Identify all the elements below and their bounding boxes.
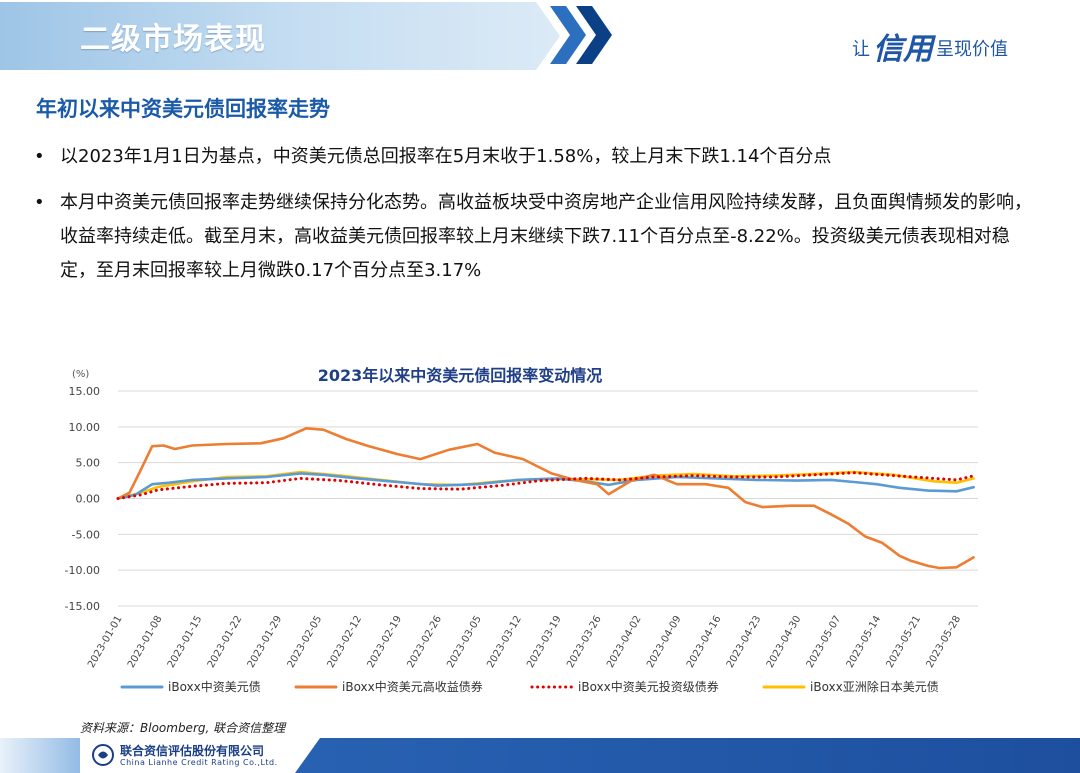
- x-tick-label: 2023-04-23: [725, 614, 764, 670]
- bullet-list: • 以2023年1月1日为基点，中资美元债总回报率在5月末收于1.58%，较上月…: [34, 140, 1034, 300]
- company-name-en: China Lianhe Credit Rating Co.,Ltd.: [120, 758, 278, 767]
- bullet-marker: •: [34, 192, 45, 213]
- bullet-text: 以2023年1月1日为基点，中资美元债总回报率在5月末收于1.58%，较上月末下…: [60, 146, 832, 167]
- x-tick-label: 2023-03-12: [485, 614, 524, 670]
- footer-logo-area: [80, 738, 320, 773]
- x-tick-label: 2023-05-07: [805, 614, 844, 670]
- x-tick-label: 2023-03-05: [445, 614, 484, 670]
- slide-title: 年初以来中资美元债回报率走势: [36, 97, 330, 121]
- company-name: 联合资信评估股份有限公司: [120, 744, 265, 758]
- y-tick-label: -10.00: [65, 564, 100, 577]
- line-chart: 2023年以来中资美元债回报率变动情况 (%) 15.00 10.00 5.00 0.00…: [65, 366, 978, 694]
- chevron-right-icon: [576, 6, 612, 64]
- chart-title: 2023年以来中资美元债回报率变动情况: [318, 366, 603, 385]
- source-note: 资料来源：Bloomberg, 联合资信整理: [80, 721, 286, 735]
- slogan-suffix: 呈现价值: [936, 39, 1008, 60]
- x-tick-label: 2023-02-26: [405, 614, 444, 670]
- series-line: [116, 472, 975, 500]
- y-tick-label: -5.00: [72, 528, 100, 541]
- x-tick-label: 2023-05-28: [925, 614, 964, 670]
- legend-label: iBoxx中资美元投资级债券: [578, 679, 719, 694]
- y-tick-label: 0.00: [76, 493, 101, 506]
- slogan-prefix: 让: [852, 39, 870, 60]
- x-tick-label: 2023-04-02: [605, 614, 644, 670]
- y-axis-unit: (%): [72, 369, 89, 380]
- chevron-right-icon: [550, 6, 586, 64]
- bullet-item: • 本月中资美元债回报率走势继续保持分化态势。高收益板块受中资房地产企业信用风险…: [34, 186, 1034, 288]
- company-logo-icon: [92, 744, 114, 766]
- x-tick-label: 2023-01-08: [126, 614, 165, 670]
- x-tick-label: 2023-01-01: [86, 614, 125, 670]
- y-tick-label: 5.00: [76, 457, 101, 470]
- y-tick-label: -15.00: [65, 600, 100, 613]
- y-tick-label: 10.00: [69, 421, 101, 434]
- x-tick-label: 2023-01-29: [246, 614, 285, 670]
- header-title-bar: [0, 2, 560, 70]
- y-tick-label: 15.00: [69, 385, 101, 398]
- legend-label: iBoxx亚洲除日本美元债: [810, 679, 939, 694]
- x-tick-label: 2023-04-16: [685, 614, 724, 670]
- x-tick-label: 2023-05-21: [885, 614, 924, 670]
- bullet-marker: •: [34, 146, 45, 167]
- slogan-emphasis: 信用: [873, 32, 933, 67]
- x-tick-label: 2023-02-12: [326, 614, 365, 670]
- x-tick-label: 2023-01-22: [206, 614, 245, 670]
- bullet-text: 本月中资美元债回报率走势继续保持分化态势。高收益板块受中资房地产企业信用风险持续…: [60, 192, 1032, 281]
- x-tick-label: 2023-01-15: [166, 614, 205, 670]
- x-tick-label: 2023-03-19: [525, 614, 564, 670]
- legend-label: iBoxx中资美元高收益债券: [342, 679, 483, 694]
- section-title: 二级市场表现: [80, 22, 266, 57]
- legend-label: iBoxx中资美元债: [168, 679, 261, 694]
- series-line: [116, 471, 976, 500]
- slogan: 让信用 呈现价值: [852, 24, 1008, 68]
- x-tick-label: 2023-03-26: [565, 614, 604, 670]
- x-tick-label: 2023-05-14: [845, 614, 884, 670]
- x-tick-label: 2023-02-05: [286, 614, 325, 670]
- series-line: [116, 470, 975, 500]
- chart-container: 2023年以来中资美元债回报率变动情况 (%) 15.00 10.00 5.00 0.00…: [60, 355, 990, 705]
- x-tick-label: 2023-02-19: [366, 614, 405, 670]
- bullet-item: • 以2023年1月1日为基点，中资美元债总回报率在5月末收于1.58%，较上月…: [34, 140, 1034, 174]
- x-tick-label: 2023-04-30: [765, 614, 804, 670]
- x-tick-label: 2023-04-09: [645, 614, 684, 670]
